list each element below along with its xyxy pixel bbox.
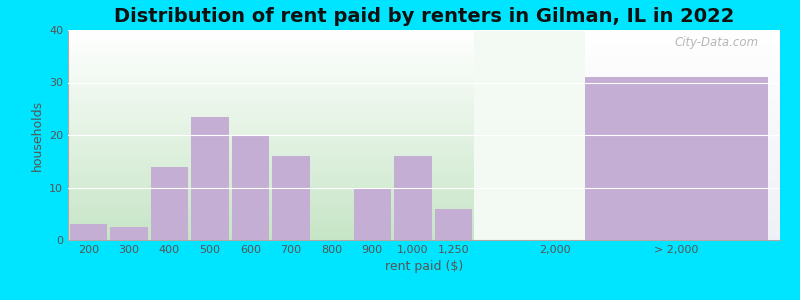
Bar <box>150 167 188 240</box>
Bar <box>273 156 310 240</box>
Bar <box>110 227 147 240</box>
X-axis label: rent paid ($): rent paid ($) <box>385 260 463 273</box>
Bar <box>586 30 788 240</box>
Text: City-Data.com: City-Data.com <box>674 36 758 49</box>
Bar <box>191 117 229 240</box>
Bar <box>354 188 391 240</box>
Bar <box>586 77 768 240</box>
Title: Distribution of rent paid by renters in Gilman, IL in 2022: Distribution of rent paid by renters in … <box>114 7 734 26</box>
Bar <box>474 30 586 240</box>
Y-axis label: households: households <box>30 99 43 171</box>
Bar <box>434 208 472 240</box>
Bar <box>70 224 107 240</box>
Bar <box>68 30 474 240</box>
Bar <box>232 135 270 240</box>
Bar <box>394 156 431 240</box>
